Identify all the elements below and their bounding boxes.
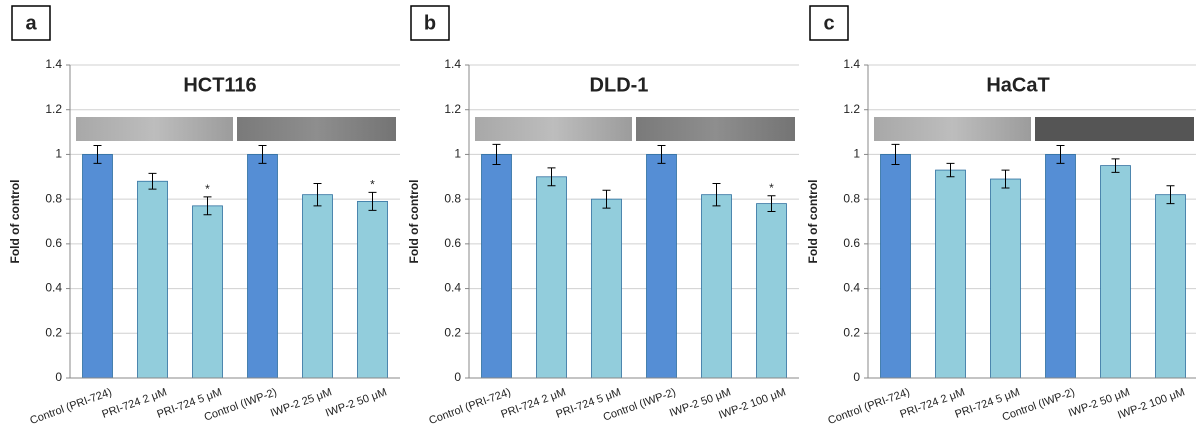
x-tick-label: IWP-2 25 μM xyxy=(269,386,334,419)
bar xyxy=(138,181,168,378)
panel-letter: c xyxy=(823,12,834,34)
y-tick-label: 0.8 xyxy=(444,191,461,205)
bar xyxy=(193,206,223,378)
bar xyxy=(936,170,966,378)
blot-image xyxy=(237,117,396,141)
blot-image xyxy=(76,117,233,141)
figure: a 0 0.2 0.4 0.6 0.8 1 1.2 1.4 Fold of control HCT1… xyxy=(0,0,1196,443)
significance-mark: * xyxy=(769,181,774,195)
y-tick-label: 1 xyxy=(55,147,62,161)
bar xyxy=(537,177,567,378)
x-tick-label: IWP-2 50 μM xyxy=(324,386,389,419)
x-tick-label: Control (PRI-724) xyxy=(28,386,113,427)
bar xyxy=(757,204,787,378)
y-tick-label: 1 xyxy=(853,147,860,161)
x-tick-label: Control (PRI-724) xyxy=(427,386,512,427)
blot-image xyxy=(475,117,632,141)
y-axis-label: Fold of control xyxy=(407,180,421,264)
chart-title: DLD-1 xyxy=(590,74,649,96)
bar xyxy=(248,154,278,378)
panel: b 0 0.2 0.4 0.6 0.8 1 1.2 1.4 Fold of control DLD-… xyxy=(407,6,799,427)
y-tick-label: 0 xyxy=(853,370,860,384)
y-tick-label: 0 xyxy=(454,370,461,384)
chart-title: HaCaT xyxy=(986,74,1049,96)
y-tick-label: 0.8 xyxy=(45,191,62,205)
y-tick-label: 0.4 xyxy=(843,281,860,295)
panel-letter: a xyxy=(25,12,37,34)
blot-image xyxy=(874,117,1031,141)
y-tick-label: 1.2 xyxy=(843,102,860,116)
y-tick-label: 1.2 xyxy=(444,102,461,116)
y-tick-label: 0.2 xyxy=(444,325,461,339)
bar xyxy=(991,179,1021,378)
significance-mark: * xyxy=(205,182,210,196)
bar xyxy=(702,195,732,378)
y-tick-label: 0.4 xyxy=(45,281,62,295)
bar xyxy=(881,154,911,378)
blot-image xyxy=(636,117,795,141)
y-tick-label: 1.4 xyxy=(45,57,62,71)
y-tick-label: 1.4 xyxy=(843,57,860,71)
y-tick-label: 0.4 xyxy=(444,281,461,295)
y-axis-label: Fold of control xyxy=(8,180,22,264)
y-tick-label: 1 xyxy=(454,147,461,161)
y-tick-label: 0.8 xyxy=(843,191,860,205)
y-tick-label: 0.6 xyxy=(444,236,461,250)
bar xyxy=(1156,195,1186,378)
chart-title: HCT116 xyxy=(183,74,256,96)
y-tick-label: 1.4 xyxy=(444,57,461,71)
bar xyxy=(358,201,388,378)
y-tick-label: 0.2 xyxy=(45,325,62,339)
y-tick-label: 0.2 xyxy=(843,325,860,339)
panel-letter: b xyxy=(424,12,436,34)
y-axis-label: Fold of control xyxy=(806,180,820,264)
bar xyxy=(482,154,512,378)
panel: a 0 0.2 0.4 0.6 0.8 1 1.2 1.4 Fold of control HCT1… xyxy=(8,6,400,427)
bar xyxy=(592,199,622,378)
bar xyxy=(1046,154,1076,378)
blot-image xyxy=(1035,117,1194,141)
y-tick-label: 0.6 xyxy=(45,236,62,250)
bar xyxy=(83,154,113,378)
y-tick-label: 1.2 xyxy=(45,102,62,116)
significance-mark: * xyxy=(370,178,375,192)
y-tick-label: 0.6 xyxy=(843,236,860,250)
bar xyxy=(303,195,333,378)
bar xyxy=(1101,166,1131,378)
y-tick-label: 0 xyxy=(55,370,62,384)
panel: c 0 0.2 0.4 0.6 0.8 1 1.2 1.4 Fold of control HaCa… xyxy=(806,6,1196,427)
bar xyxy=(647,154,677,378)
x-tick-label: Control (PRI-724) xyxy=(826,386,911,427)
